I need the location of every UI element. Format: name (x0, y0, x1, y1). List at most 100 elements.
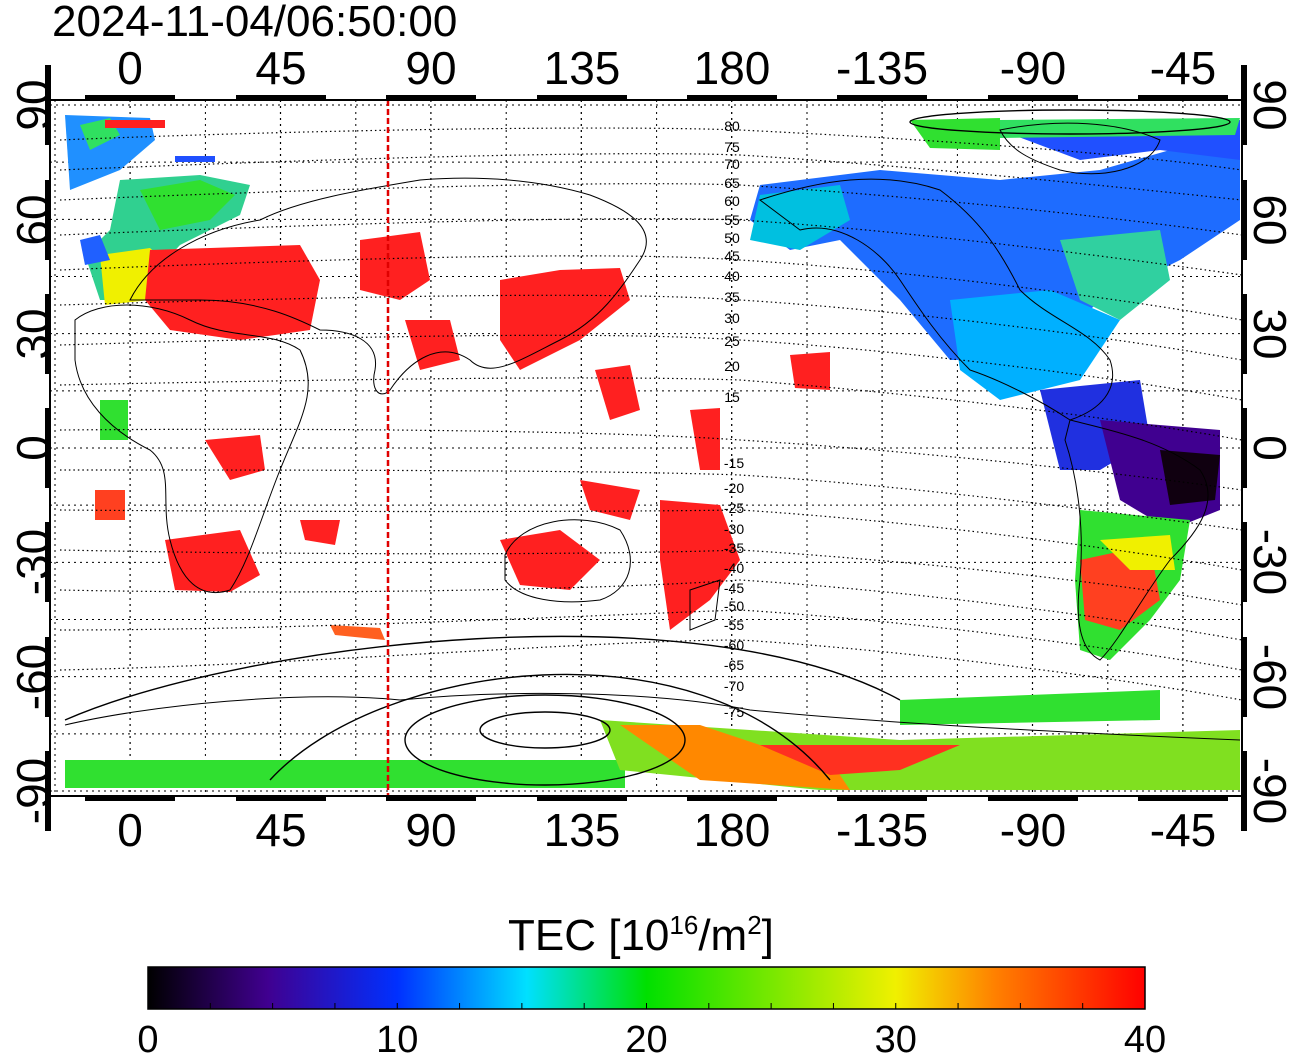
left-axis-label: 90 (7, 79, 59, 130)
bottom-axis-label: -135 (836, 804, 928, 856)
tec-region-arctic-canada (910, 118, 1000, 150)
magnetic-label-north: 40 (724, 268, 740, 284)
tec-region-central-africa (205, 435, 265, 480)
colorbar-label-unit-exponent: 2 (747, 910, 761, 940)
left-axis-label: 0 (7, 435, 59, 461)
colorbar-tick-label: 20 (625, 1019, 667, 1057)
bottom-axis-labels: 0 45 90 135 180 -135 -90 -45 (117, 804, 1216, 856)
tec-region-south-asia (405, 320, 460, 370)
tec-region-usa-south (950, 290, 1120, 400)
coastlines (64, 122, 1241, 741)
colorbar-tick-label: 10 (376, 1019, 418, 1057)
magnetic-label-south: -40 (724, 560, 744, 576)
tec-region-usa-east (1060, 230, 1170, 320)
right-axis-labels: 90 60 30 0 -30 -60 -90 (1244, 79, 1294, 824)
top-axis-labels: 0 45 90 135 180 -135 -90 -45 (117, 42, 1216, 94)
left-axis-labels: 90 60 30 0 -30 -60 -90 (7, 79, 59, 824)
magnetic-label-north: 65 (724, 175, 740, 191)
tec-region-europe-north (140, 180, 235, 230)
magnetic-label-south: -20 (724, 480, 744, 496)
colorbar-label: TEC [1016/m2] (508, 910, 774, 960)
timestamp-title: 2024-11-04/06:50:00 (52, 0, 457, 46)
frame-tick-left (45, 637, 51, 717)
tec-region-alaska (750, 185, 850, 250)
bottom-axis-label: -45 (1150, 804, 1216, 856)
bottom-axis-label: 0 (117, 804, 143, 856)
frame-tick-top (988, 95, 1078, 101)
magnetic-label-north: 55 (724, 212, 740, 228)
frame-tick-right (1241, 294, 1247, 374)
frame-tick-right (1241, 751, 1247, 831)
magnetic-label-south: -25 (724, 500, 744, 516)
right-axis-label: 60 (1244, 194, 1294, 245)
top-axis-label: 180 (694, 42, 771, 94)
top-axis-label: -45 (1150, 42, 1216, 94)
tec-region-north-america (750, 130, 1240, 360)
right-axis-label: -90 (1244, 758, 1294, 824)
tec-region-antarctic-red (760, 745, 960, 775)
magnetic-label-north: 75 (724, 139, 740, 155)
colorbar-label-main: TEC [10 (508, 911, 669, 960)
frame-tick-top (85, 95, 175, 101)
tec-region-antarctic-peninsula (900, 690, 1160, 725)
frame-tick-top (1138, 95, 1228, 101)
tec-region-south-africa (165, 530, 260, 592)
magnetic-label-north: 15 (724, 389, 740, 405)
magnetic-label-north: 35 (724, 289, 740, 305)
frame-tick-left (45, 180, 51, 260)
bottom-axis-label: 135 (544, 804, 621, 856)
magnetic-label-north: 70 (724, 156, 740, 172)
bottom-axis-label: 90 (405, 804, 456, 856)
tec-region-antarctic-orange (620, 725, 850, 790)
left-axis-label: -60 (7, 644, 59, 710)
tec-region-antarctic-west (65, 760, 625, 788)
top-axis-label: -90 (1000, 42, 1066, 94)
frame-tick-top (837, 95, 927, 101)
tec-data-layer (65, 115, 1240, 790)
tec-region-madagascar (300, 520, 340, 545)
frame-tick-bottom (988, 795, 1078, 801)
magnetic-label-south: -50 (724, 598, 744, 614)
magnetic-label-north: 80 (724, 118, 740, 134)
frame-tick-bottom (837, 795, 927, 801)
left-axis-label: 60 (7, 194, 59, 245)
magnetic-label-south: -30 (724, 521, 744, 537)
frame-tick-left (45, 294, 51, 374)
frame-tick-bottom (386, 795, 476, 801)
frame-tick-left (45, 751, 51, 831)
tec-region-hawaii (790, 352, 830, 390)
top-axis-label: 0 (117, 42, 143, 94)
magnetic-labels-south: -15 -20 -25 -30 -35 -40 -45 -50 -55 -60 -65 -70 -75 (724, 455, 744, 720)
colorbar-tick-label: 0 (137, 1019, 158, 1057)
tec-region-west-africa (100, 400, 128, 440)
left-axis-label: 30 (7, 308, 59, 359)
left-axis-label: -30 (7, 529, 59, 595)
tec-region-arctic-blue (175, 156, 215, 162)
top-axis-label: 45 (255, 42, 306, 94)
right-axis-label: 30 (1244, 308, 1294, 359)
top-axis-label: -135 (836, 42, 928, 94)
frame-tick-top (687, 95, 777, 101)
frame-tick-bottom (236, 795, 326, 801)
frame-tick-left (45, 522, 51, 602)
right-axis-label: -30 (1244, 529, 1294, 595)
tec-region-pacific-islands (690, 408, 720, 470)
tec-region-pacific-west (595, 365, 640, 420)
magnetic-label-south: -65 (724, 657, 744, 673)
magnetic-label-north: 20 (724, 358, 740, 374)
frame-tick-top (386, 95, 476, 101)
colorbar: TEC [1016/m2] 0 10 20 30 40 (137, 910, 1166, 1057)
frame-tick-top (236, 95, 326, 101)
frame-tick-top (537, 95, 627, 101)
colorbar-label-exponent: 16 (669, 910, 698, 940)
tec-region-australia (500, 530, 600, 590)
magnetic-label-south: -70 (724, 678, 744, 694)
magnetic-label-south: -75 (724, 704, 744, 720)
magnetic-label-north: 30 (724, 310, 740, 326)
bottom-axis-label: 45 (255, 804, 306, 856)
frame-tick-left (45, 408, 51, 488)
frame-tick-bottom (687, 795, 777, 801)
frame-tick-right (1241, 408, 1247, 488)
